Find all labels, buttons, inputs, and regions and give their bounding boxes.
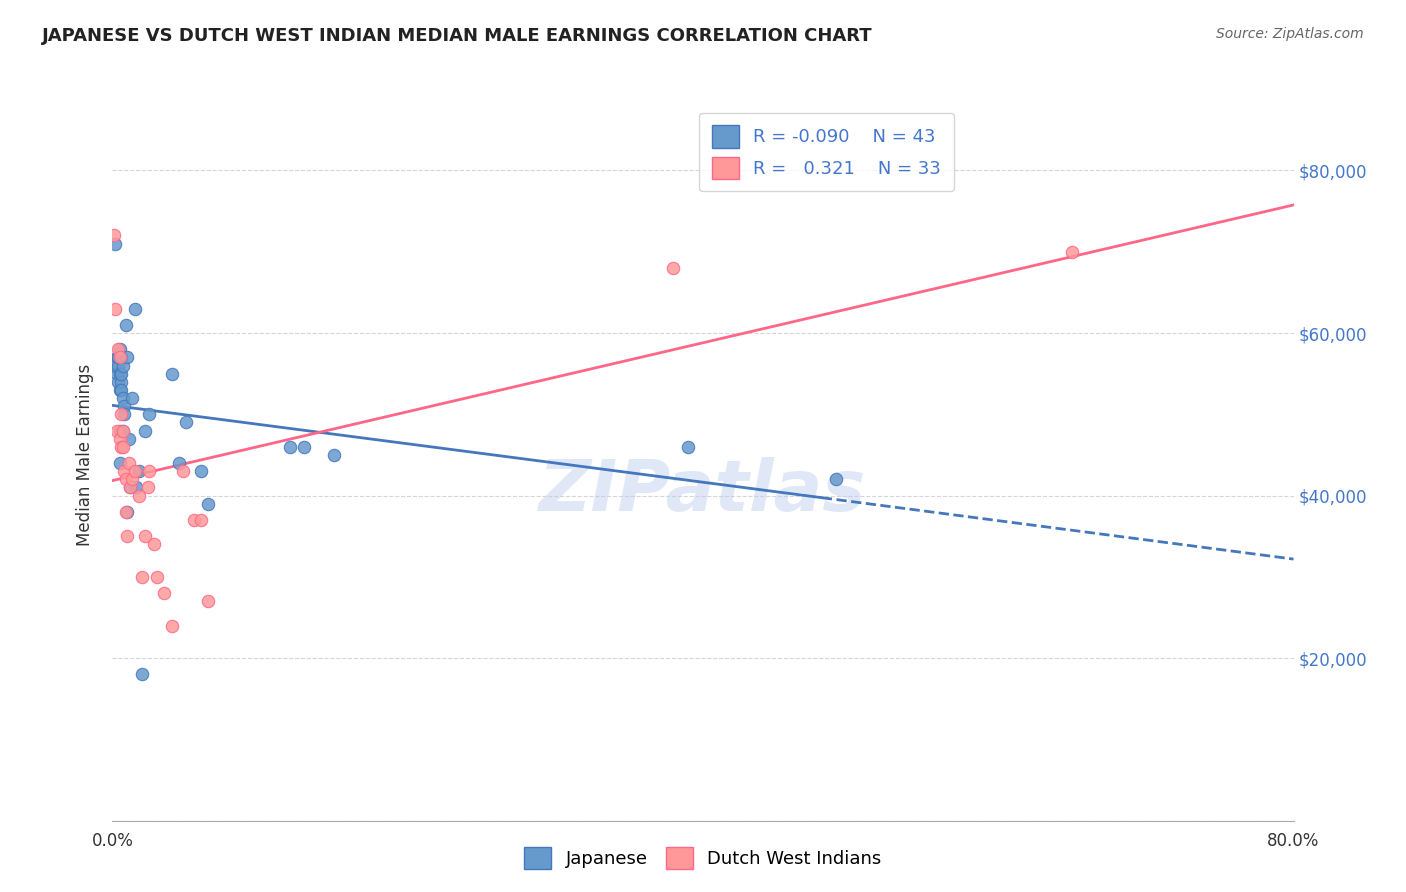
Point: [111, 424, 134, 438]
Point: [107, 343, 129, 357]
Point: [108, 367, 131, 381]
Text: ZIPatlas: ZIPatlas: [540, 457, 866, 526]
Point: [138, 407, 160, 421]
Point: [118, 456, 141, 470]
Point: [138, 464, 160, 478]
Point: [136, 480, 159, 494]
Point: [662, 260, 685, 275]
Point: [190, 513, 212, 527]
Point: [112, 464, 135, 478]
Point: [105, 424, 128, 438]
Point: [172, 464, 194, 478]
Point: [278, 440, 301, 454]
Point: [108, 351, 131, 365]
Point: [167, 456, 190, 470]
Point: [103, 359, 125, 373]
Point: [111, 424, 134, 438]
Point: [824, 472, 846, 486]
Point: [110, 351, 132, 365]
Point: [111, 359, 134, 373]
Point: [114, 472, 136, 486]
Point: [134, 424, 156, 438]
Point: [323, 448, 346, 462]
Point: [110, 375, 132, 389]
Point: [160, 618, 183, 632]
Point: [174, 416, 197, 430]
Point: [107, 351, 129, 365]
Point: [121, 391, 143, 405]
Point: [131, 667, 153, 681]
Point: [678, 440, 700, 454]
Point: [103, 228, 125, 243]
Point: [110, 407, 132, 421]
Point: [142, 537, 165, 551]
Point: [108, 432, 131, 446]
Point: [146, 570, 169, 584]
Point: [110, 440, 132, 454]
Point: [134, 529, 156, 543]
Point: [292, 440, 315, 454]
Point: [108, 424, 131, 438]
Point: [125, 480, 148, 494]
Point: [128, 489, 150, 503]
Point: [190, 464, 212, 478]
Point: [131, 570, 153, 584]
Point: [120, 480, 142, 494]
Text: JAPANESE VS DUTCH WEST INDIAN MEDIAN MALE EARNINGS CORRELATION CHART: JAPANESE VS DUTCH WEST INDIAN MEDIAN MAL…: [42, 27, 873, 45]
Point: [105, 367, 128, 381]
Point: [153, 586, 176, 600]
Point: [108, 383, 131, 397]
Point: [110, 383, 132, 397]
Point: [114, 318, 136, 332]
Point: [111, 391, 134, 405]
Point: [108, 343, 131, 357]
Point: [183, 513, 205, 527]
Point: [1062, 244, 1084, 259]
Point: [114, 505, 136, 519]
Point: [112, 399, 135, 413]
Point: [110, 367, 132, 381]
Point: [105, 351, 128, 365]
Text: Source: ZipAtlas.com: Source: ZipAtlas.com: [1216, 27, 1364, 41]
Point: [197, 594, 219, 608]
Legend: R = -0.090    N = 43, R =   0.321    N = 33: R = -0.090 N = 43, R = 0.321 N = 33: [699, 113, 953, 191]
Point: [117, 505, 138, 519]
Point: [124, 301, 146, 316]
Point: [107, 375, 129, 389]
Point: [120, 480, 142, 494]
Point: [104, 236, 127, 251]
Legend: Japanese, Dutch West Indians: Japanese, Dutch West Indians: [515, 838, 891, 879]
Point: [107, 359, 129, 373]
Point: [121, 472, 143, 486]
Point: [118, 432, 141, 446]
Point: [104, 301, 127, 316]
Point: [117, 351, 138, 365]
Point: [108, 456, 131, 470]
Point: [111, 440, 134, 454]
Point: [117, 529, 138, 543]
Point: [160, 367, 183, 381]
Point: [124, 464, 146, 478]
Y-axis label: Median Male Earnings: Median Male Earnings: [76, 364, 94, 546]
Point: [112, 407, 135, 421]
Point: [128, 464, 150, 478]
Point: [197, 497, 219, 511]
